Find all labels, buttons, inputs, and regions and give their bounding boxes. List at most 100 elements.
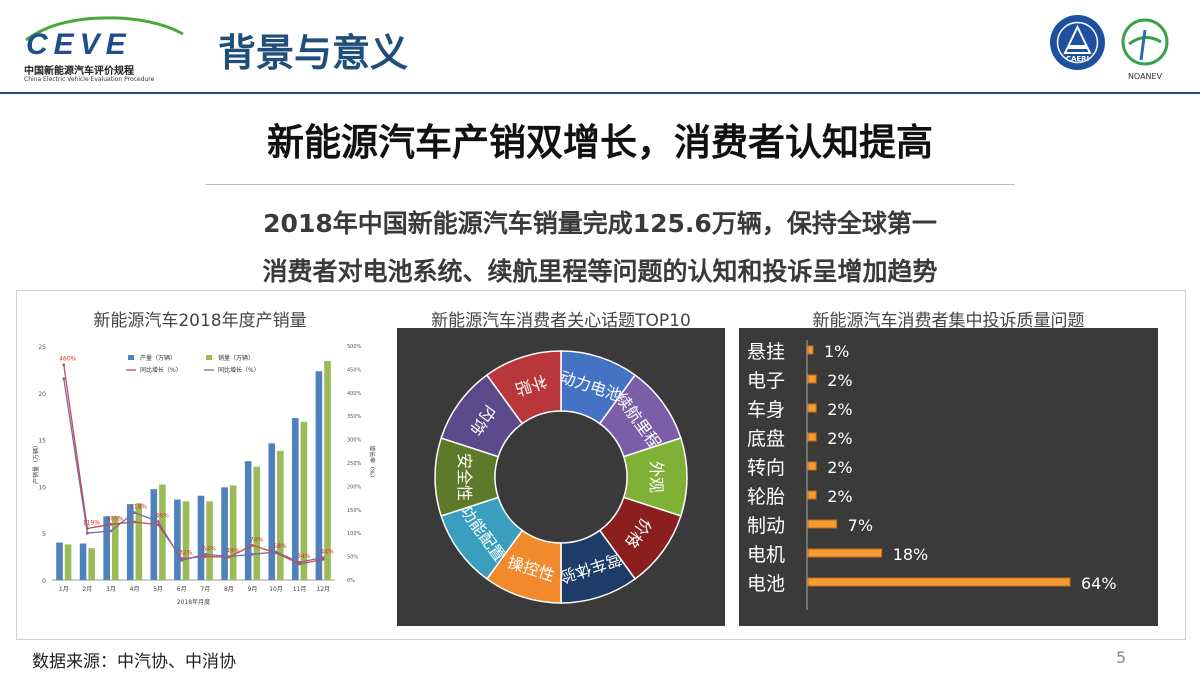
y2-tick-label: 450% — [347, 367, 362, 373]
chart2-title: 新能源汽车消费者关心话题TOP10 — [431, 311, 691, 331]
legend-label: 销量（万辆） — [218, 354, 254, 362]
yoy-data-label: 58% — [273, 543, 287, 550]
bar-production — [244, 461, 252, 580]
y-tick-label: 10 — [38, 484, 46, 491]
logo-subtitle: 中国新能源汽车评价规程 — [24, 66, 134, 77]
y-tick-label: 5 — [42, 531, 46, 538]
complaint-bar — [807, 577, 1071, 587]
category-label: 悬挂 — [747, 341, 785, 363]
yoy-data-label: 118% — [130, 504, 147, 511]
bar-production — [221, 487, 228, 580]
legend-swatch — [206, 355, 212, 360]
complaint-bar — [807, 461, 817, 471]
bar-production — [292, 418, 299, 580]
y-axis-label: 产销量（万辆） — [32, 442, 40, 484]
bar-production — [268, 443, 276, 580]
bar-production — [150, 489, 158, 580]
production-sales-chart: 05101520250%50%100%150%200%250%300%350%4… — [32, 344, 376, 606]
legend-swatch — [128, 355, 134, 360]
x-tick-label: 12月 — [316, 586, 330, 593]
category-label: 电池 — [747, 573, 785, 595]
yoy-data-label: 105% — [106, 515, 123, 522]
x-tick-label: 3月 — [106, 586, 116, 593]
bar-sales — [159, 484, 166, 580]
yoy-point — [251, 543, 254, 547]
y-tick-label: 20 — [38, 391, 46, 398]
chart3-title: 新能源汽车消费者集中投诉质量问题 — [812, 311, 1085, 331]
bar-sales — [206, 501, 213, 580]
bar-sales — [229, 485, 237, 580]
category-label: 底盘 — [747, 428, 785, 450]
bar-sales — [253, 466, 261, 580]
yoy-point — [227, 555, 231, 558]
x-tick-label: 7月 — [200, 586, 210, 593]
y-tick-label: 15 — [38, 438, 46, 445]
donut-segment-label: 外观 — [647, 461, 666, 493]
yoy-point — [62, 363, 66, 367]
car-outline-icon — [25, 16, 184, 42]
value-label: 2% — [827, 429, 852, 448]
complaint-bar — [807, 403, 817, 413]
bar-production — [126, 504, 134, 580]
complaint-bar — [807, 490, 817, 500]
y-tick-label: 0 — [42, 578, 46, 585]
yoy-line-2 — [63, 378, 324, 563]
subheading-2: 消费者对电池系统、续航里程等问题的认知和投诉呈增加趋势 — [262, 257, 938, 286]
category-label: 车身 — [747, 399, 785, 421]
bar-production — [79, 543, 87, 580]
bar-sales — [88, 548, 95, 580]
yoy-data-label: 46% — [155, 513, 169, 520]
yoy-point — [133, 520, 136, 524]
y2-tick-label: 150% — [347, 508, 362, 514]
bar-production — [315, 371, 323, 580]
x-axis-label: 2018年月度 — [177, 598, 210, 606]
bar-sales — [300, 421, 308, 580]
y2-tick-label: 50% — [347, 555, 358, 561]
y2-tick-label: 400% — [347, 391, 362, 397]
bar-sales — [64, 544, 72, 580]
complaint-bar — [807, 432, 817, 442]
yoy-data-label: 460% — [59, 356, 76, 363]
caeri-label: CAERI — [1065, 55, 1090, 63]
y2-tick-label: 250% — [347, 461, 362, 467]
value-label: 2% — [827, 371, 852, 390]
value-label: 1% — [824, 342, 849, 361]
caeri-emblem-icon — [1056, 21, 1099, 64]
bar-sales — [324, 360, 331, 580]
yoy-point — [109, 529, 113, 533]
x-tick-label: 2月 — [82, 586, 92, 593]
yoy-point — [274, 550, 278, 554]
yoy-point — [203, 555, 207, 558]
x-tick-label: 9月 — [248, 586, 258, 593]
value-label: 2% — [827, 400, 852, 419]
noanev-badge: NOANEV — [1115, 14, 1175, 84]
bar-production — [56, 542, 63, 580]
page-number: 5 — [1116, 648, 1127, 667]
header-divider — [0, 92, 1200, 94]
yoy-data-label: 34% — [297, 553, 311, 560]
yoy-data-label: 74% — [250, 536, 264, 543]
y2-tick-label: 500% — [347, 344, 362, 350]
yoy-point — [133, 511, 136, 515]
data-source-note: 数据来源：中汽协、中消协 — [32, 652, 236, 672]
bar-production — [103, 516, 110, 580]
yoy-point — [180, 558, 184, 562]
yoy-point — [62, 377, 66, 381]
complaints-bar-chart: 悬挂 1% 电子 2% 车身 2% 底盘 2% 转向 2% 轮胎 2% 制动 7% 电机 18% 电池 64% — [747, 340, 1117, 610]
value-label: 7% — [848, 516, 873, 535]
yoy-point — [156, 523, 160, 527]
value-label: 18% — [893, 545, 929, 564]
bar-sales — [111, 516, 119, 580]
category-label: 电子 — [747, 370, 785, 392]
x-tick-label: 8月 — [224, 586, 234, 593]
yoy-point — [109, 522, 113, 526]
ceve-logo — [18, 12, 198, 86]
y2-tick-label: 300% — [347, 438, 362, 444]
headline: 新能源汽车产销双增长，消费者认知提高 — [267, 121, 933, 164]
legend-label: 同比增长（%） — [218, 366, 260, 374]
bar-sales — [182, 501, 190, 580]
complaint-bar — [807, 548, 883, 558]
bar-sales — [277, 450, 284, 580]
yoy-point — [203, 552, 207, 556]
